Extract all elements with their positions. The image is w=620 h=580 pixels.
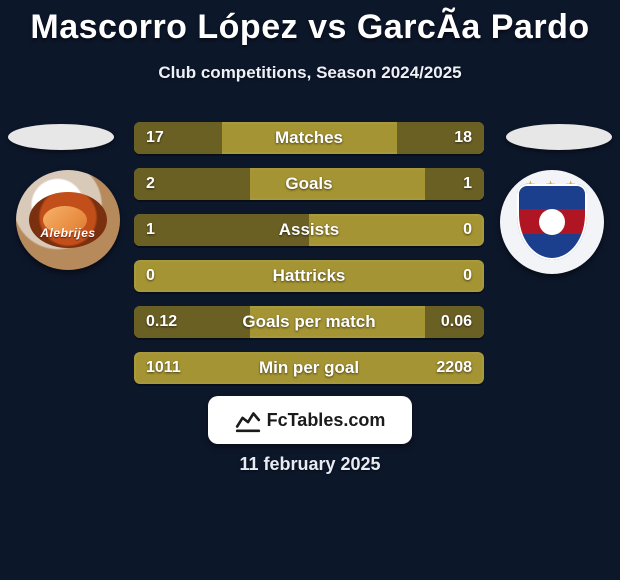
stat-value-left: 1011 — [146, 359, 181, 377]
stat-value-right: 2208 — [436, 359, 472, 377]
stat-label: Matches — [275, 128, 343, 148]
stat-value-left: 1 — [146, 221, 155, 239]
stat-value-left: 2 — [146, 175, 155, 193]
branding-badge[interactable]: FcTables.com — [208, 396, 412, 444]
team-crest-right: ★ ★ ★ — [500, 170, 604, 274]
stat-fill-right — [425, 168, 485, 200]
stat-row: 0 Hattricks 0 — [134, 260, 484, 292]
stat-value-right: 1 — [463, 175, 472, 193]
subtitle: Club competitions, Season 2024/2025 — [0, 63, 620, 83]
stat-label: Hattricks — [273, 266, 346, 286]
stat-label: Assists — [279, 220, 339, 240]
stat-row: 17 Matches 18 — [134, 122, 484, 154]
page-title: Mascorro López vs GarcÃa Pardo — [0, 0, 620, 47]
stat-label: Goals — [285, 174, 332, 194]
player-right-name: GarcÃa Pardo — [357, 8, 590, 46]
stat-value-left: 0 — [146, 267, 155, 285]
stat-value-right: 0 — [463, 267, 472, 285]
stats-rows: 17 Matches 18 2 Goals 1 1 Assists 0 0 Hattricks 0 0.… — [134, 122, 484, 398]
stat-label: Goals per match — [242, 312, 375, 332]
flag-left — [8, 124, 114, 150]
stat-value-right: 18 — [454, 129, 472, 147]
stat-value-right: 0.06 — [441, 313, 472, 331]
chart-icon — [235, 407, 261, 433]
flag-right — [506, 124, 612, 150]
team-crest-left-label: Alebrijes — [16, 226, 120, 240]
stat-row: 0.12 Goals per match 0.06 — [134, 306, 484, 338]
stat-value-left: 0.12 — [146, 313, 177, 331]
stat-row: 2 Goals 1 — [134, 168, 484, 200]
stat-value-left: 17 — [146, 129, 164, 147]
branding-text: FcTables.com — [267, 410, 386, 431]
stat-label: Min per goal — [259, 358, 359, 378]
team-crest-left: Alebrijes — [16, 170, 120, 270]
stat-value-right: 0 — [463, 221, 472, 239]
vs-text: vs — [308, 8, 347, 46]
stat-row: 1 Assists 0 — [134, 214, 484, 246]
stat-row: 1011 Min per goal 2208 — [134, 352, 484, 384]
player-left-name: Mascorro López — [30, 8, 298, 46]
footer-date: 11 february 2025 — [0, 454, 620, 475]
